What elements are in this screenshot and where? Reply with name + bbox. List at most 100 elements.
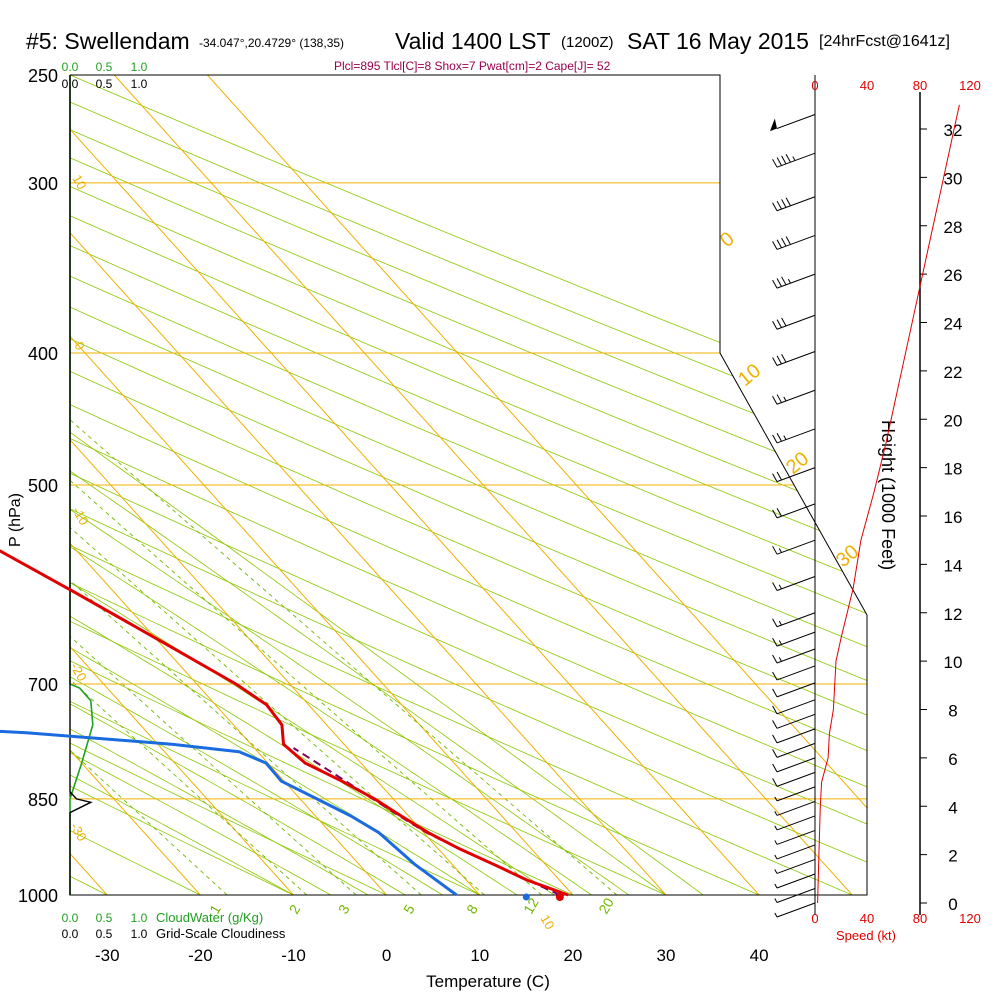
wind-barb	[772, 273, 816, 289]
dry-adiabats	[70, 75, 867, 895]
moist-adiabat	[70, 75, 347, 895]
wind-barb	[772, 389, 816, 405]
wind-barb-feather	[781, 155, 787, 165]
wind-barb	[772, 503, 816, 519]
x-axis-label: Temperature (C)	[426, 972, 550, 991]
wind-barb-half-feather	[783, 396, 787, 402]
height-tick-label: 20	[944, 411, 963, 430]
dry-adiabat	[70, 75, 867, 895]
wind-barb-staff	[776, 888, 816, 903]
isotherms	[70, 75, 867, 895]
station-title: #5: Swellendam	[26, 28, 190, 54]
cloudiness-tick-top: 0.0	[62, 77, 79, 91]
wind-barb-feather	[772, 545, 778, 555]
wind-barb-feather	[772, 158, 778, 168]
wind-barb-feather	[781, 276, 787, 286]
isotherm	[70, 75, 413, 895]
wind-barb	[772, 665, 816, 681]
pressure-gridlines	[70, 74, 867, 896]
speed-tick-bottom: 120	[959, 911, 981, 926]
wind-barb-feather	[772, 618, 778, 627]
wind-barb-feather	[781, 237, 787, 247]
y-axis-label: P (hPa)	[7, 493, 24, 547]
wind-barb	[772, 539, 816, 555]
mixing-ratio-label: 5	[400, 902, 418, 917]
height-tick-label: 18	[944, 460, 963, 479]
pressure-tick-label: 500	[28, 476, 58, 496]
wind-barb	[772, 467, 816, 483]
wind-barb-staff	[776, 273, 816, 289]
isotherm-label: 0	[716, 228, 739, 252]
wind-barb-feather	[776, 278, 782, 287]
wind-barb-feather	[772, 321, 778, 330]
dry-adiabat	[70, 75, 732, 895]
wind-barb	[772, 771, 816, 787]
speed-tick-top: 80	[913, 78, 927, 93]
wind-barb-staff	[776, 858, 816, 874]
wind-barb	[772, 428, 816, 444]
utc-time: (1200Z)	[561, 34, 614, 51]
wind-barb-feather	[776, 157, 782, 166]
wind-barb-staff	[776, 351, 816, 366]
forecast-info: [24hrFcst@1641z]	[819, 33, 950, 50]
wind-barb-feather	[776, 471, 782, 481]
wind-barb-staff	[776, 844, 816, 860]
wind-barb-staff	[776, 612, 816, 628]
dry-adiabat	[70, 75, 867, 895]
wind-barb	[772, 631, 816, 647]
wind-barb-staff	[776, 234, 816, 250]
temperature-tick-label: -10	[281, 946, 306, 965]
wind-barb-feather	[776, 394, 782, 403]
pressure-tick-label: 400	[28, 344, 58, 364]
wind-barb-feather	[772, 434, 778, 444]
wind-barb-half-feather	[774, 869, 778, 874]
wind-barb-staff	[776, 539, 816, 555]
moist-adiabat	[70, 75, 526, 895]
cloudiness-tick-bottom: 0.0	[62, 927, 79, 941]
surface-dewpoint-marker	[522, 893, 530, 901]
dry-adiabat	[70, 75, 867, 895]
cloud-water-tick-bottom: 0.5	[96, 911, 113, 925]
wind-barb-staff	[776, 575, 816, 591]
wind-barb-staff	[776, 902, 816, 918]
wind-barb-half-feather	[774, 840, 778, 845]
moist-adiabat	[70, 75, 707, 895]
wind-barb-half-feather	[774, 912, 778, 918]
dry-adiabat	[70, 75, 867, 895]
isotherm-label: 10	[537, 912, 557, 932]
temperature-tick-label: 40	[750, 946, 769, 965]
wind-barb-staff	[776, 467, 816, 483]
cloud-profiles	[69, 75, 94, 895]
wind-barb-feather	[776, 433, 782, 442]
mixing-ratio-line	[70, 353, 542, 895]
wind-barb-staff	[776, 314, 816, 330]
mixing-ratio-label: 8	[463, 902, 481, 917]
mixing-ratio-line	[70, 353, 228, 895]
moist-adiabat	[70, 75, 562, 895]
wind-barb-feather	[781, 199, 787, 208]
cloud-water-tick-top: 0.5	[96, 60, 113, 74]
cloudiness-label: Grid-Scale Cloudiness	[156, 926, 286, 941]
wind-barb-staff	[776, 742, 816, 758]
isotherm	[70, 75, 693, 895]
height-tick-label: 0	[948, 895, 957, 914]
wind-barb-feather	[781, 353, 787, 363]
cloud-water-tick-bottom: 0.0	[62, 911, 79, 925]
dry-adiabat	[70, 75, 260, 895]
isotherm	[70, 75, 227, 895]
speed-tick-top: 0	[811, 78, 818, 93]
wind-barb-half-feather	[778, 584, 782, 590]
temperature-profile	[0, 549, 569, 897]
height-tick-label: 8	[948, 702, 957, 721]
wind-barb-feather	[781, 317, 787, 327]
wind-barb-feather	[776, 355, 782, 365]
dewpoint-profile	[0, 729, 458, 897]
valid-date: SAT 16 May 2015	[627, 28, 809, 54]
wind-barb-feather	[772, 688, 778, 698]
wind-barb-staff	[776, 786, 816, 802]
wind-barb-half-feather	[774, 854, 778, 860]
mixing-ratio-label: 3	[335, 902, 353, 917]
speed-tick-bottom: 40	[860, 911, 874, 926]
wind-barb-feather	[772, 749, 778, 758]
